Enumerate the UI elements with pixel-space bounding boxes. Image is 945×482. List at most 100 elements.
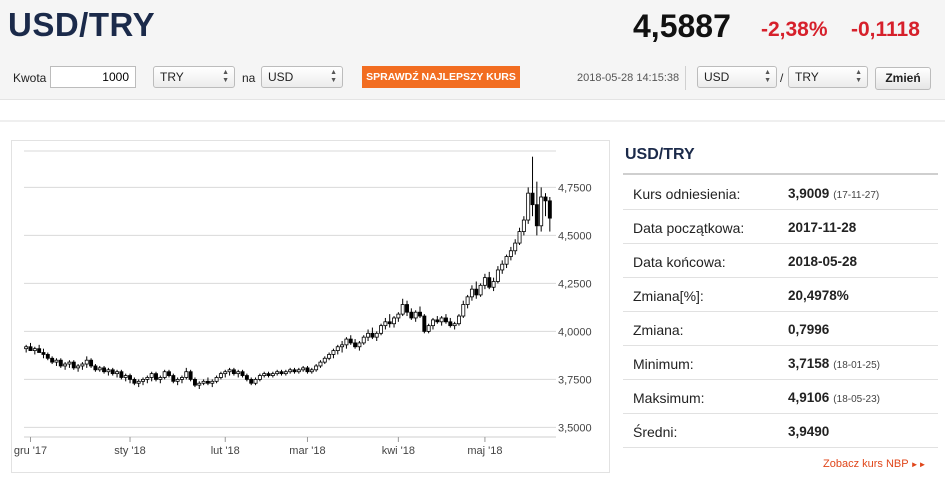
candle-body (188, 371, 193, 380)
toolbar-divider (685, 66, 686, 90)
candle-body (504, 256, 509, 265)
candle-body (314, 365, 319, 371)
pair-base-value: USD (704, 70, 730, 84)
candle-body (158, 377, 163, 380)
stats-row-label: Data początkowa: (633, 220, 745, 236)
candle-body (547, 200, 552, 219)
candle-body (491, 281, 496, 288)
candle-body (461, 304, 466, 317)
candle-body (508, 250, 513, 257)
candle-body (41, 352, 46, 355)
candle-body (444, 317, 448, 323)
to-currency-select[interactable]: USD ▲ ▼ (261, 66, 343, 88)
candle-body (318, 361, 323, 367)
pair-quote-select[interactable]: TRY ▲ ▼ (788, 66, 868, 88)
candle-body (180, 377, 184, 380)
stats-row-label: Data końcowa: (633, 254, 726, 270)
select-arrows-icon: ▲ ▼ (855, 69, 862, 84)
candle-body (266, 373, 271, 376)
candle-body (210, 380, 215, 384)
candle-body (539, 196, 544, 227)
candle-body (500, 263, 505, 271)
candle-body (102, 367, 107, 373)
candle-body (296, 369, 301, 373)
from-currency-select[interactable]: TRY ▲ ▼ (153, 66, 235, 88)
candle-body (374, 332, 379, 338)
stats-row: Zmiana: 0,7996 (623, 312, 938, 346)
stats-row-value-text: 3,9490 (788, 424, 830, 439)
pair-base-select[interactable]: USD ▲ ▼ (697, 66, 777, 88)
candle-body (517, 231, 522, 244)
candle-body (80, 363, 85, 367)
candle-body (223, 371, 228, 375)
candle-body (400, 304, 405, 315)
candle-body (469, 288, 474, 298)
candle-body (301, 367, 306, 371)
x-tick-label: lut '18 (211, 445, 240, 457)
candle-body (439, 317, 444, 323)
check-best-rate-button[interactable]: SPRAWDŹ NAJLEPSZY KURS (362, 66, 520, 88)
candle-body (448, 321, 453, 327)
converter-toolbar: Kwota TRY ▲▼ na USD ▲▼ SPRAWDŹ NAJLEPSZY… (0, 58, 945, 100)
candle-body (387, 321, 392, 325)
candle-body (456, 315, 461, 325)
candle-body (50, 357, 55, 363)
candle-body (84, 359, 89, 365)
stats-row-value: 3,7158 (18-01-25) (788, 356, 880, 371)
candle-body (474, 288, 479, 296)
to-label: na (242, 71, 256, 85)
stats-row-value-text: 0,7996 (788, 322, 830, 337)
candle-body (279, 371, 284, 375)
stats-row: Data początkowa: 2017-11-28 (623, 210, 938, 244)
candle-body (275, 371, 280, 375)
candle-body (366, 332, 371, 338)
candle-body (24, 346, 29, 350)
nbp-rate-link[interactable]: Zobacz kurs NBP ►► (823, 458, 926, 470)
candle-body (32, 348, 37, 351)
candle-body (149, 373, 154, 378)
swap-button[interactable]: Zmień (875, 67, 931, 90)
candle-body (543, 196, 548, 202)
candle-body (530, 192, 535, 206)
panel-title: USD/TRY (625, 146, 695, 163)
y-tick-label: 4,0000 (558, 326, 592, 338)
candle-body (175, 378, 180, 382)
stats-row-value: 2018-05-28 (788, 254, 857, 269)
candle-body (119, 371, 124, 378)
candlestick-chart: 3,5000 3,7500 4,0000 4,2500 4,5000 4,7500 gru … (11, 140, 610, 473)
amount-label: Kwota (13, 71, 47, 85)
stats-row-value-text: 4,9106 (788, 390, 830, 405)
candle-body (392, 317, 396, 325)
pair-quote-value: TRY (795, 70, 819, 84)
stats-row: Minimum: 3,7158 (18-01-25) (623, 346, 938, 380)
candle-body (513, 242, 518, 252)
candle-body (110, 369, 115, 375)
candle-body (201, 380, 206, 384)
candle-body (167, 371, 171, 376)
candle-body (327, 354, 332, 359)
candle-body (495, 269, 500, 282)
candle-body (28, 346, 33, 351)
candle-body (184, 371, 189, 378)
candle-body (435, 319, 440, 323)
candle-body (257, 375, 262, 380)
candle-body (214, 377, 219, 382)
candle-body (292, 369, 297, 373)
candle-body (361, 336, 366, 344)
candle-body (353, 342, 358, 348)
select-arrows-icon: ▲ ▼ (222, 69, 229, 84)
candle-body (418, 311, 422, 317)
candle-body (132, 378, 137, 384)
candle-body (240, 371, 245, 376)
amount-input[interactable] (50, 66, 136, 88)
candle-body (54, 359, 59, 363)
pair-title: USD/TRY (8, 6, 156, 43)
candle-body (171, 375, 176, 382)
stats-row-value-text: 2018-05-28 (788, 254, 858, 269)
candle-body (526, 192, 531, 221)
candle-body (76, 365, 81, 369)
candle-body (45, 354, 50, 359)
candle-body (58, 359, 63, 367)
candle-body (218, 373, 223, 378)
y-tick-label: 3,5000 (558, 422, 592, 434)
